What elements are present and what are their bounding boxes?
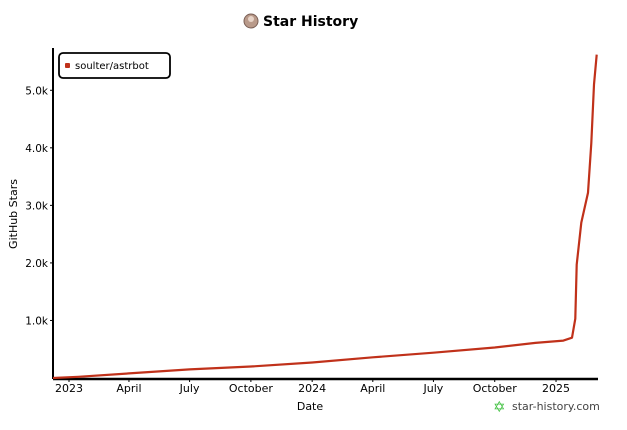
axes (52, 48, 598, 381)
y-tick-label: 4.0k (25, 143, 49, 155)
chart-title: Star History (243, 13, 358, 30)
watermark[interactable]: ✡ star-history.com (493, 398, 600, 416)
x-tick-label: July (423, 382, 444, 395)
x-tick-label: April (116, 382, 141, 395)
x-axis-label: Date (297, 400, 324, 413)
legend-label: soulter/astrbot (75, 61, 149, 72)
y-tick-label: 2.0k (25, 258, 49, 270)
x-tick-label: 2024 (298, 382, 326, 395)
y-axis-label: GitHub Stars (7, 179, 20, 249)
legend-box (58, 52, 171, 79)
watermark-text[interactable]: star-history.com (512, 400, 600, 413)
legend-swatch (65, 63, 70, 68)
x-tick-label: 2023 (55, 382, 83, 395)
x-tick-label: October (229, 382, 273, 395)
avatar-face (248, 16, 254, 22)
x-tick-label: October (473, 382, 517, 395)
x-tick-label: July (179, 382, 200, 395)
ticks: 2023 April July October 2024 April July October… (25, 85, 570, 395)
y-tick-label: 5.0k (25, 85, 49, 97)
series-line-soulter-astrbot (52, 54, 598, 380)
y-tick-label: 1.0k (25, 315, 49, 327)
star-icon: ✡ (493, 398, 506, 416)
y-tick-label: 3.0k (25, 200, 49, 212)
x-tick-label: 2025 (542, 382, 570, 395)
x-tick-label: April (360, 382, 385, 395)
title-text: Star History (263, 14, 358, 30)
legend: soulter/astrbot (58, 52, 171, 79)
